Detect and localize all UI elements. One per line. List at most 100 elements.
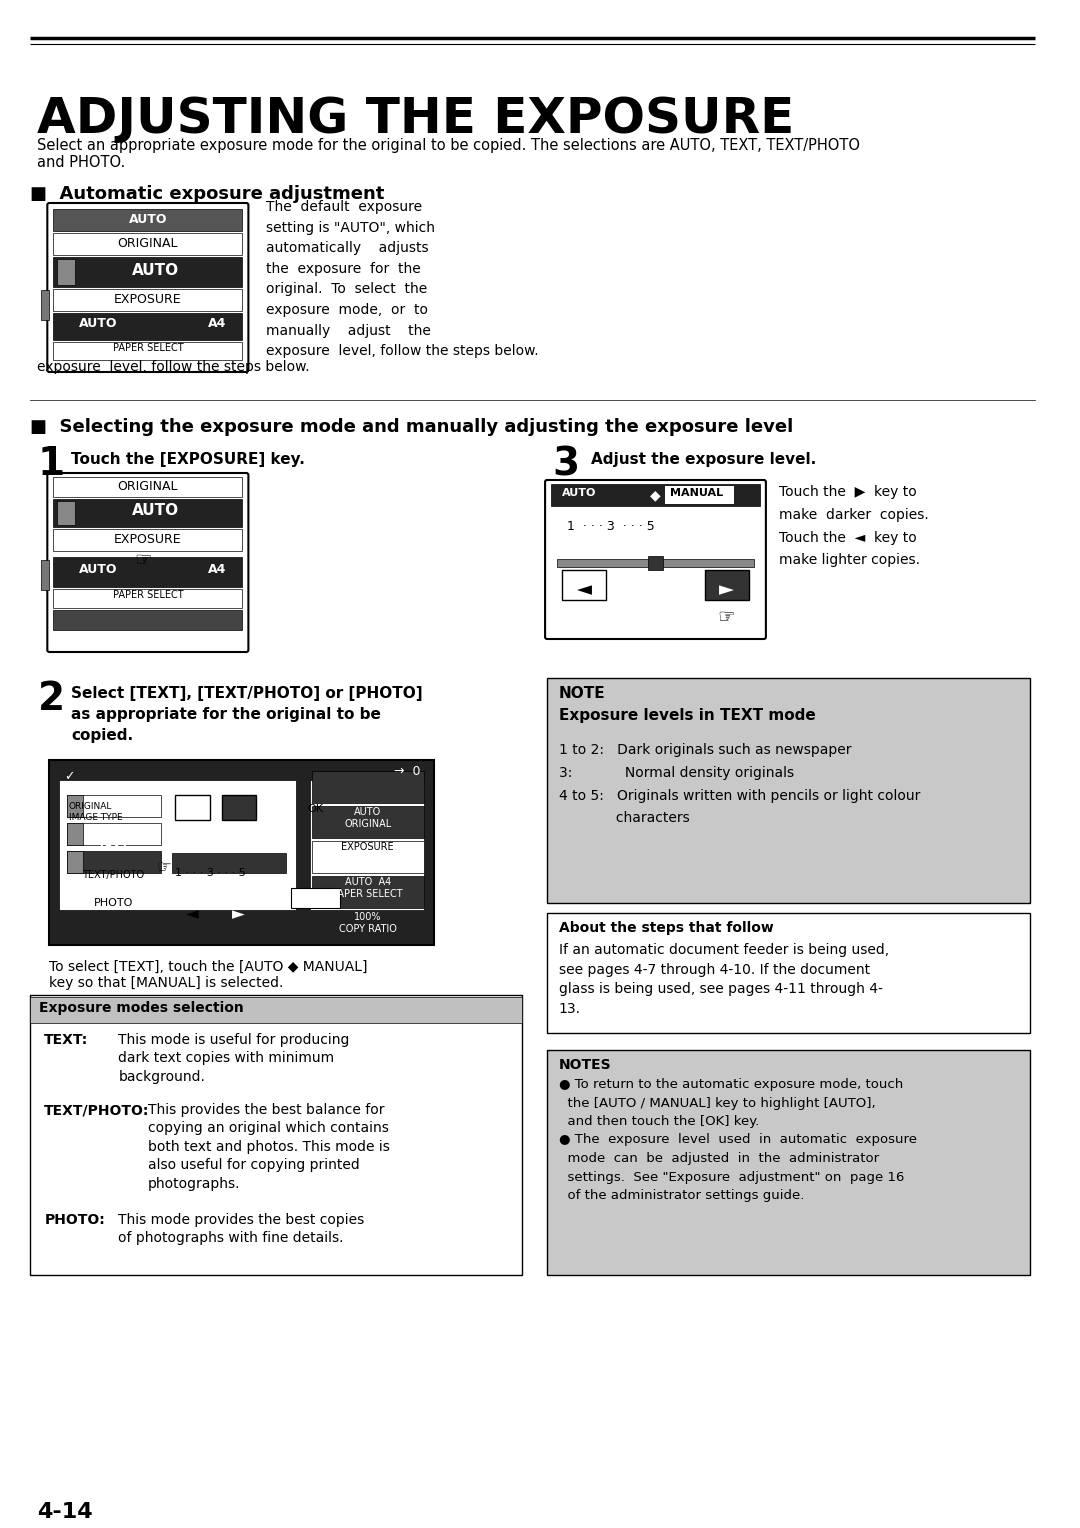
Text: About the steps that follow: About the steps that follow <box>558 921 773 935</box>
Text: AUTO  A4
PAPER SELECT: AUTO A4 PAPER SELECT <box>333 877 403 898</box>
Text: AUTO ◆ MANUAL: AUTO ◆ MANUAL <box>175 842 258 853</box>
Text: AUTO: AUTO <box>562 487 596 498</box>
Bar <box>310 779 423 911</box>
Text: This mode provides the best copies
of photographs with fine details.: This mode provides the best copies of ph… <box>119 1213 365 1245</box>
Text: exposure  level, follow the steps below.: exposure level, follow the steps below. <box>38 361 310 374</box>
Text: ☞: ☞ <box>134 552 151 570</box>
Bar <box>548 1050 1030 1274</box>
Text: If an automatic document feeder is being used,
see pages 4-7 through 4-10. If th: If an automatic document feeder is being… <box>558 943 889 1016</box>
Text: ◄: ◄ <box>186 905 199 923</box>
Text: AUTO
ORIGINAL: AUTO ORIGINAL <box>345 807 391 828</box>
Bar <box>67 851 83 872</box>
Text: Select an appropriate exposure mode for the original to be copied. The selection: Select an appropriate exposure mode for … <box>38 138 861 171</box>
Text: ■  Selecting the exposure mode and manually adjusting the exposure level: ■ Selecting the exposure mode and manual… <box>29 419 793 435</box>
Bar <box>548 914 1030 1033</box>
Text: ►: ► <box>232 905 245 923</box>
Bar <box>53 209 243 231</box>
Text: To select [TEXT], touch the [AUTO ◆ MANUAL]
key so that [MANUAL] is selected.: To select [TEXT], touch the [AUTO ◆ MANU… <box>50 960 368 990</box>
Text: The  default  exposure
setting is "AUTO", which
automatically    adjusts
the  ex: The default exposure setting is "AUTO", … <box>266 200 539 358</box>
FancyBboxPatch shape <box>48 474 248 652</box>
Text: Exposure modes selection: Exposure modes selection <box>40 1001 244 1015</box>
Text: Touch the  ▶  key to
make  darker  copies.
Touch the  ◄  key to
make lighter cop: Touch the ▶ key to make darker copies. T… <box>779 484 929 567</box>
Text: 1: 1 <box>38 445 65 483</box>
Text: TEXT:: TEXT: <box>44 1033 89 1047</box>
Text: 3: 3 <box>552 445 579 483</box>
Bar <box>705 570 750 601</box>
Bar <box>562 570 606 601</box>
Bar <box>53 558 243 587</box>
Bar <box>53 289 243 312</box>
Bar <box>67 795 83 817</box>
Bar <box>67 824 83 845</box>
Bar <box>67 851 161 872</box>
Text: A4: A4 <box>208 316 227 330</box>
Text: ►: ► <box>719 581 734 599</box>
Text: Adjust the exposure level.: Adjust the exposure level. <box>592 452 816 468</box>
Bar <box>53 257 243 287</box>
Text: →  0: → 0 <box>394 766 421 778</box>
FancyBboxPatch shape <box>545 480 766 639</box>
Text: EXPOSURE: EXPOSURE <box>114 533 181 545</box>
Text: AUTO: AUTO <box>129 212 167 226</box>
Text: TEXT/PHOTO:: TEXT/PHOTO: <box>44 1103 150 1117</box>
Bar <box>57 260 75 286</box>
Text: ◆: ◆ <box>650 487 661 503</box>
Text: EXPOSURE: EXPOSURE <box>341 842 394 853</box>
Text: ● To return to the automatic exposure mode, touch
  the [AUTO / MANUAL] key to h: ● To return to the automatic exposure mo… <box>558 1077 917 1203</box>
Bar <box>50 759 434 944</box>
Text: ORIGINAL: ORIGINAL <box>118 237 178 251</box>
Bar <box>175 795 210 821</box>
Bar <box>548 678 1030 903</box>
Bar <box>67 795 161 817</box>
Bar <box>41 559 50 590</box>
Bar <box>557 559 754 567</box>
Text: ORIGINAL: ORIGINAL <box>118 480 178 494</box>
Bar <box>312 876 423 908</box>
Text: PHOTO: PHOTO <box>94 898 133 908</box>
Text: ADJUSTING THE EXPOSURE: ADJUSTING THE EXPOSURE <box>38 95 795 144</box>
Bar <box>41 290 50 319</box>
Text: NOTES: NOTES <box>558 1057 611 1073</box>
Bar <box>648 556 663 570</box>
Bar <box>59 779 296 911</box>
Text: 2: 2 <box>38 680 65 718</box>
Bar <box>53 313 243 341</box>
Bar <box>173 853 286 872</box>
Text: EXPOSURE: EXPOSURE <box>114 293 181 306</box>
Text: OK: OK <box>308 804 323 814</box>
Text: ◄: ◄ <box>577 581 592 599</box>
Text: TEXT/PHOTO: TEXT/PHOTO <box>82 869 145 880</box>
Text: AUTO: AUTO <box>132 503 179 518</box>
Text: ■  Automatic exposure adjustment: ■ Automatic exposure adjustment <box>29 185 384 203</box>
Text: Select [TEXT], [TEXT/PHOTO] or [PHOTO]
as appropriate for the original to be
cop: Select [TEXT], [TEXT/PHOTO] or [PHOTO] a… <box>71 686 422 743</box>
Bar <box>53 588 243 608</box>
Text: AUTO: AUTO <box>79 562 118 576</box>
Bar <box>221 795 256 821</box>
Text: PAPER SELECT: PAPER SELECT <box>112 590 184 601</box>
Bar <box>53 232 243 255</box>
Bar <box>29 996 523 1024</box>
Text: TEXT: TEXT <box>97 842 130 853</box>
Text: 1 to 2:   Dark originals such as newspaper
3:            Normal density original: 1 to 2: Dark originals such as newspaper… <box>558 743 920 825</box>
Text: MANUAL: MANUAL <box>671 487 724 498</box>
Bar <box>551 484 760 506</box>
Bar <box>53 477 243 497</box>
Text: AUTO: AUTO <box>79 316 118 330</box>
Bar <box>312 805 423 837</box>
Text: Touch the [EXPOSURE] key.: Touch the [EXPOSURE] key. <box>71 452 305 468</box>
Text: This mode is useful for producing
dark text copies with minimum
background.: This mode is useful for producing dark t… <box>119 1033 350 1083</box>
Text: 1 · · · 3 · · · 5: 1 · · · 3 · · · 5 <box>175 868 246 879</box>
Bar <box>57 501 75 526</box>
Text: Exposure levels in TEXT mode: Exposure levels in TEXT mode <box>558 707 815 723</box>
Text: 100%
COPY RATIO: 100% COPY RATIO <box>339 912 396 934</box>
FancyBboxPatch shape <box>48 203 248 371</box>
Text: NOTE: NOTE <box>558 686 606 701</box>
Text: ✓: ✓ <box>64 770 75 782</box>
Text: AUTO: AUTO <box>132 263 179 278</box>
Text: PAPER SELECT: PAPER SELECT <box>112 342 184 353</box>
Bar <box>53 342 243 361</box>
Text: ☞: ☞ <box>157 859 171 876</box>
Text: This provides the best balance for
copying an original which contains
both text : This provides the best balance for copyi… <box>148 1103 390 1190</box>
Text: 4-14: 4-14 <box>38 1502 93 1522</box>
Bar <box>312 840 423 872</box>
